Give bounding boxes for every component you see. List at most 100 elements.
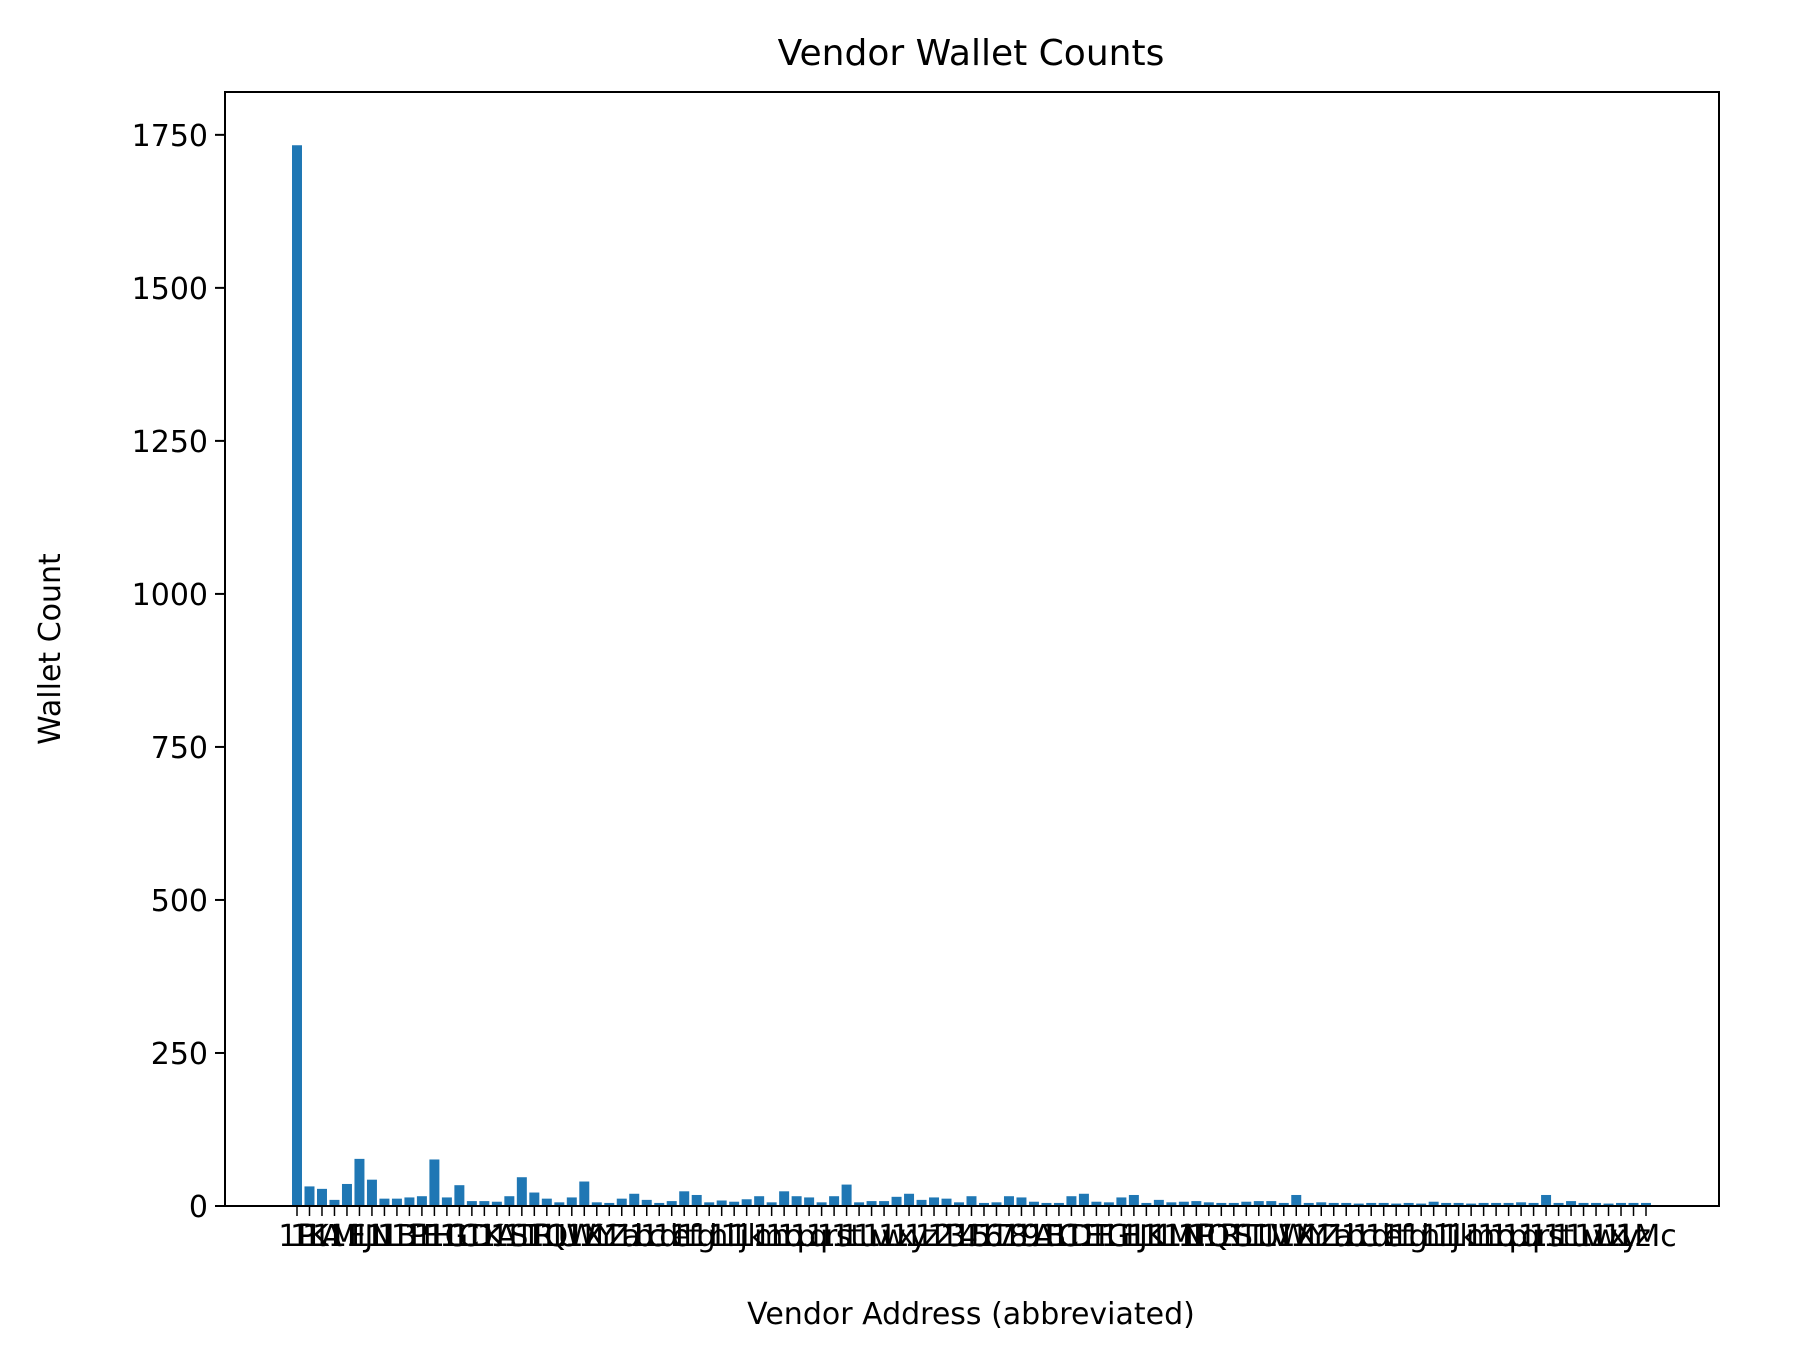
bar	[1228, 1202, 1239, 1206]
y-ticks-group: 0 250 500 750 1000 1250 1500 1750	[132, 119, 225, 1225]
x-tick-label: 1E	[1065, 1219, 1103, 1254]
bar	[1628, 1202, 1639, 1206]
bar	[1203, 1202, 1214, 1206]
x-tick-label: 1j	[1432, 1219, 1459, 1254]
x-tick-label: 1e	[1365, 1219, 1403, 1254]
x-tick-label: 1M	[1149, 1219, 1194, 1254]
bar	[1503, 1202, 1514, 1206]
x-tick-label: 1R	[514, 1219, 554, 1254]
x-tick-label: 1H	[414, 1219, 456, 1254]
x-tick-label: 1b	[615, 1219, 653, 1254]
bar	[766, 1202, 777, 1206]
bar	[1028, 1201, 1039, 1206]
bar	[754, 1196, 765, 1206]
bar	[529, 1192, 540, 1206]
x-tick-label: 1s	[1529, 1219, 1564, 1254]
x-tick-label: 1x	[878, 1219, 915, 1254]
bar	[1091, 1201, 1102, 1206]
x-tick-label: 1m	[1447, 1219, 1495, 1254]
y-tick-label: 1750	[132, 119, 208, 154]
x-tick-label: 1k	[728, 1219, 765, 1254]
x-tick-label: 1D	[451, 1219, 493, 1254]
x-tick-label: 16	[965, 1219, 1003, 1254]
x-tick-label: 1r	[1518, 1219, 1550, 1254]
x-tick-label: 1Mc	[1615, 1219, 1676, 1254]
bar	[904, 1193, 915, 1206]
x-tick-label: 1g	[678, 1219, 716, 1254]
bar	[441, 1197, 452, 1206]
bar	[1316, 1202, 1327, 1206]
bar	[1328, 1202, 1339, 1206]
x-tick-label: 1L	[367, 1219, 403, 1254]
bar	[1278, 1202, 1289, 1206]
x-tick-label: 1D	[1050, 1219, 1092, 1254]
x-tick-label: 1z	[904, 1219, 939, 1254]
y-tick-label: 1000	[132, 578, 208, 613]
x-tick-label: 1Y	[1290, 1219, 1328, 1254]
x-ticks-group: 1P1K1A1M1E1J1N1L1B1P1F1H1G1C1D1K1A1S1T1R…	[278, 1206, 1677, 1254]
bar	[341, 1183, 352, 1206]
x-tick-label: 1w	[862, 1219, 906, 1254]
x-tick-label: 1A	[302, 1219, 342, 1254]
bar	[304, 1186, 315, 1206]
bar	[416, 1196, 427, 1206]
x-tick-label: 1G	[1088, 1219, 1130, 1254]
x-tick-label: 1B	[377, 1219, 417, 1254]
x-tick-label: 1c	[1341, 1219, 1377, 1254]
bar	[779, 1191, 790, 1206]
x-tick-label: 1G	[426, 1219, 468, 1254]
x-tick-label: 1i	[708, 1219, 735, 1254]
x-tick-label: 15	[952, 1219, 990, 1254]
bar	[1566, 1201, 1577, 1206]
bar	[1378, 1202, 1389, 1206]
bar	[316, 1188, 327, 1206]
bar	[1441, 1202, 1452, 1206]
x-tick-label: 1A	[477, 1219, 517, 1254]
x-tick-label: 1Z	[1301, 1219, 1341, 1254]
bar	[404, 1197, 415, 1206]
bar	[579, 1181, 590, 1206]
x-tick-label: 1M	[312, 1219, 357, 1254]
x-tick-label: 1P	[391, 1219, 428, 1254]
bar	[1266, 1201, 1277, 1206]
x-tick-label: 1h	[690, 1219, 728, 1254]
bar	[716, 1200, 727, 1206]
bar	[1403, 1202, 1414, 1206]
bar	[704, 1202, 715, 1206]
bar	[679, 1191, 690, 1206]
bar	[954, 1202, 964, 1206]
bar	[1553, 1202, 1564, 1206]
x-tick-label: 1h	[1402, 1219, 1440, 1254]
bar	[554, 1202, 565, 1206]
bar	[816, 1202, 827, 1206]
chart-title: Vendor Wallet Counts	[778, 33, 1165, 74]
bar	[1591, 1202, 1602, 1206]
x-tick-label: 1K	[465, 1219, 505, 1254]
bar	[1478, 1202, 1489, 1206]
x-tick-label: 1i	[1420, 1219, 1447, 1254]
bar	[591, 1202, 602, 1206]
x-tick-label: 1t	[831, 1219, 862, 1254]
x-tick-label: 13	[927, 1219, 965, 1254]
x-tick-label: 1L	[1141, 1219, 1177, 1254]
x-tick-label: 1r	[806, 1219, 838, 1254]
bar	[1066, 1196, 1077, 1206]
bar	[391, 1198, 402, 1206]
bar	[566, 1197, 577, 1206]
x-tick-label: 1N	[351, 1219, 393, 1254]
x-tick-label: 1R	[1201, 1219, 1241, 1254]
bar	[1516, 1202, 1527, 1206]
x-tick-label: 1A	[1014, 1219, 1054, 1254]
x-tick-label: 1d	[640, 1219, 678, 1254]
x-tick-label: 1Q	[525, 1219, 568, 1254]
x-tick-label: 19	[1002, 1219, 1040, 1254]
bar	[429, 1159, 440, 1206]
bar	[929, 1197, 940, 1206]
bar	[1103, 1202, 1114, 1206]
y-tick-label: 1500	[132, 272, 208, 307]
bar	[541, 1198, 552, 1206]
bar	[1003, 1196, 1014, 1206]
